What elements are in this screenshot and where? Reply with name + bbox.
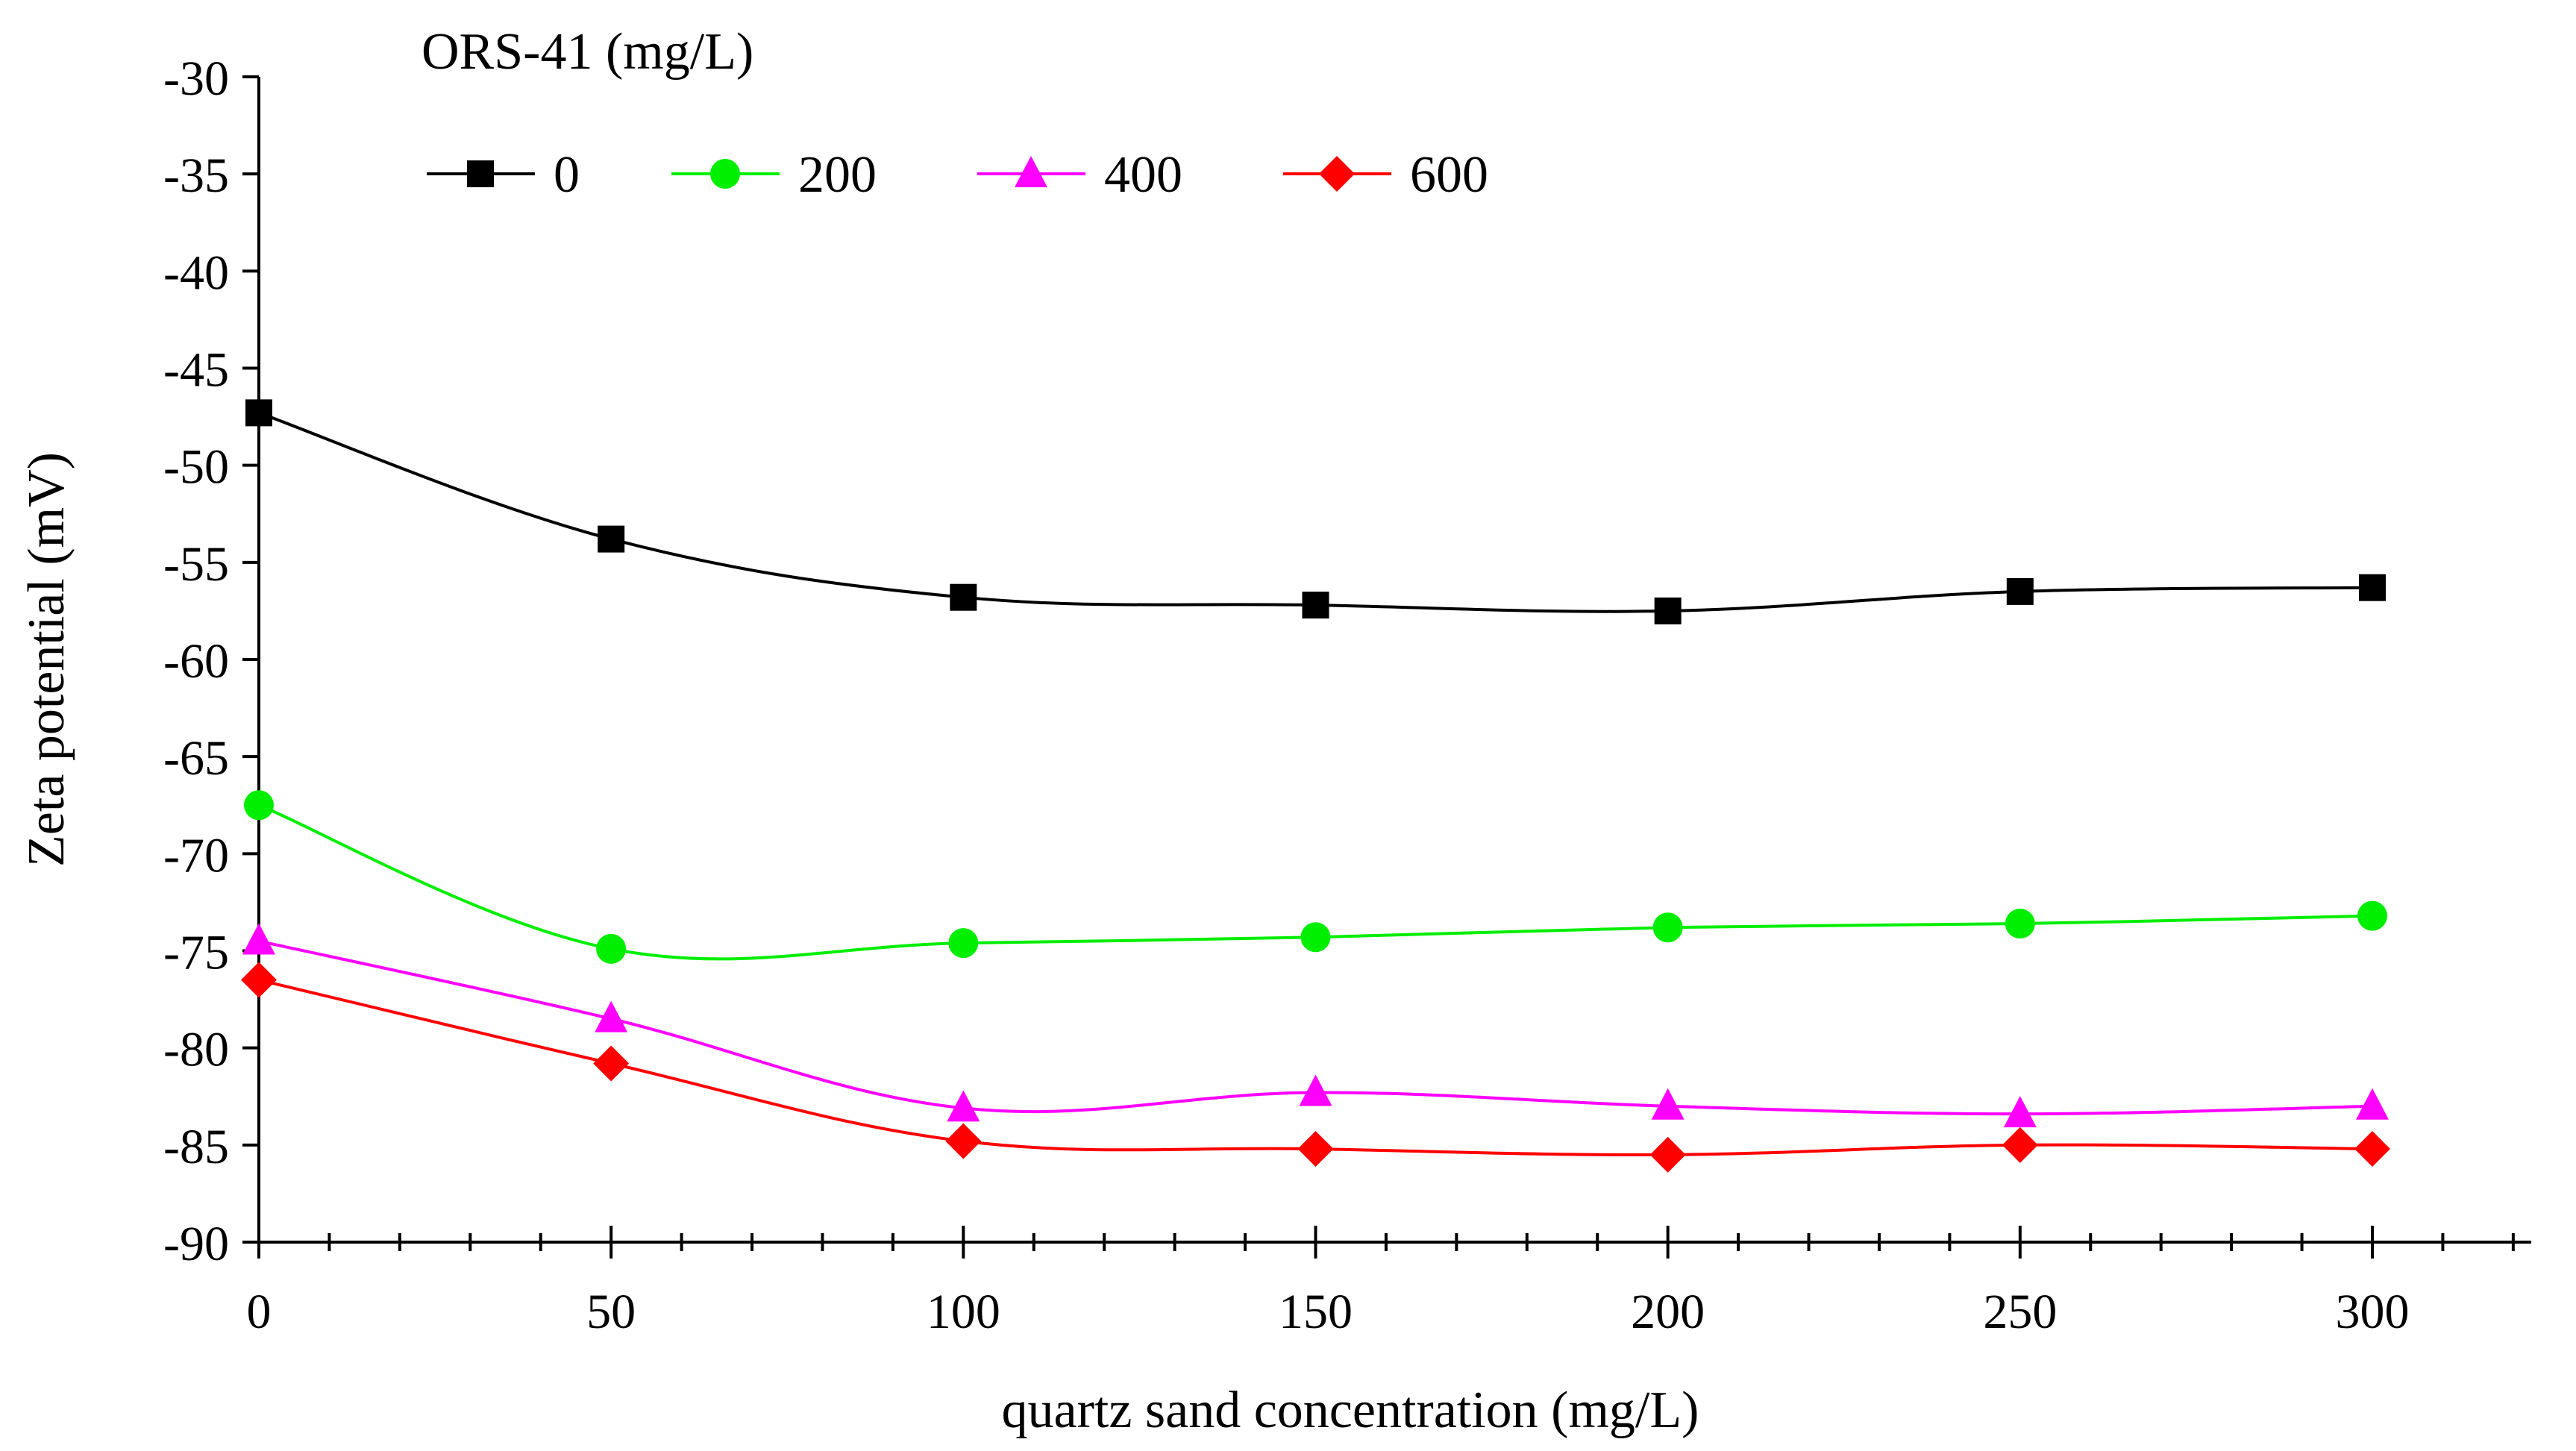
axes: -30-35-40-45-50-55-60-65-70-75-80-85-90 … xyxy=(163,51,2531,1339)
x-tick-label: 150 xyxy=(1279,1285,1353,1339)
marker-diamond xyxy=(593,1045,630,1082)
y-tick-label: -55 xyxy=(163,537,229,592)
series-line xyxy=(258,411,2373,613)
series-layer xyxy=(241,399,2390,1173)
marker-square xyxy=(1302,592,1329,619)
legend-label: 600 xyxy=(1410,146,1488,204)
legend-label: 200 xyxy=(798,146,877,204)
marker-triangle xyxy=(1651,1088,1685,1120)
series-400 xyxy=(242,923,2389,1128)
marker-triangle xyxy=(242,923,275,955)
y-tick-label: -45 xyxy=(163,343,229,398)
legend-label: 400 xyxy=(1104,146,1182,204)
y-tick-label: -75 xyxy=(163,926,229,980)
marker-triangle xyxy=(1299,1074,1332,1106)
marker-square xyxy=(467,160,494,187)
x-tick-label: 300 xyxy=(2336,1285,2410,1339)
legend-label: 0 xyxy=(554,146,580,204)
series-600 xyxy=(241,962,2390,1173)
x-ticks: 0 50 100 150 200 250 300 xyxy=(247,1226,2515,1339)
x-tick-label: 200 xyxy=(1631,1285,1705,1339)
x-tick-label: 100 xyxy=(927,1285,1000,1339)
y-tick-label: -35 xyxy=(163,148,229,203)
marker-diamond xyxy=(945,1123,982,1159)
y-ticks: -30 -35 -40 -45 -50 -55 -60 -65 -70 -75 -80 -85 -90 xyxy=(163,51,259,1271)
y-tick-label: -40 xyxy=(163,245,229,300)
marker-square xyxy=(2006,577,2034,605)
legend-title: ORS-41 (mg/L) xyxy=(422,23,753,81)
legend: ORS-41 (mg/L) 0 200 400 600 xyxy=(422,23,1488,204)
y-tick-label: -60 xyxy=(163,634,229,689)
x-tick-label: 250 xyxy=(1983,1285,2057,1339)
marker-circle xyxy=(244,790,274,821)
marker-diamond xyxy=(2002,1126,2038,1163)
x-axis-label: quartz sand concentration (mg/L) xyxy=(1002,1382,1699,1439)
x-tick-label: 50 xyxy=(586,1285,636,1339)
legend-items: 0 200 400 600 xyxy=(427,146,1488,204)
marker-triangle xyxy=(2356,1088,2389,1120)
marker-diamond xyxy=(241,962,277,998)
y-tick-label: -85 xyxy=(163,1120,229,1174)
legend-item-400: 400 xyxy=(977,146,1182,204)
marker-circle xyxy=(1300,922,1331,953)
marker-diamond xyxy=(1319,156,1355,192)
marker-square xyxy=(950,583,977,611)
y-tick-label: -50 xyxy=(163,440,229,495)
marker-diamond xyxy=(1649,1136,1686,1173)
marker-diamond xyxy=(1297,1131,1334,1168)
y-tick-label: -65 xyxy=(163,731,229,786)
marker-circle xyxy=(2005,909,2035,939)
marker-triangle xyxy=(2003,1096,2037,1128)
legend-item-600: 600 xyxy=(1283,146,1488,204)
series-0 xyxy=(245,399,2386,624)
y-axis-label: Zeta potential (mV) xyxy=(18,452,75,867)
y-tick-label: -70 xyxy=(163,828,229,883)
marker-square xyxy=(598,525,625,553)
legend-item-200: 200 xyxy=(671,146,877,204)
marker-diamond xyxy=(2354,1131,2390,1168)
marker-square xyxy=(1654,597,1682,624)
marker-circle xyxy=(2357,900,2387,931)
marker-square xyxy=(2359,574,2386,601)
marker-circle xyxy=(596,933,627,964)
y-tick-label: -30 xyxy=(163,51,229,106)
marker-circle xyxy=(948,928,979,959)
marker-square xyxy=(245,399,272,427)
series-line xyxy=(258,978,2373,1156)
x-tick-label: 0 xyxy=(247,1285,272,1339)
marker-circle xyxy=(710,159,740,189)
y-tick-label: -80 xyxy=(163,1023,229,1077)
legend-item-0: 0 xyxy=(427,146,580,204)
marker-circle xyxy=(1652,912,1683,943)
y-tick-label: -90 xyxy=(163,1217,229,1271)
series-200 xyxy=(244,790,2387,964)
marker-triangle xyxy=(595,1000,628,1032)
marker-triangle xyxy=(1015,156,1047,187)
marker-triangle xyxy=(947,1090,980,1122)
